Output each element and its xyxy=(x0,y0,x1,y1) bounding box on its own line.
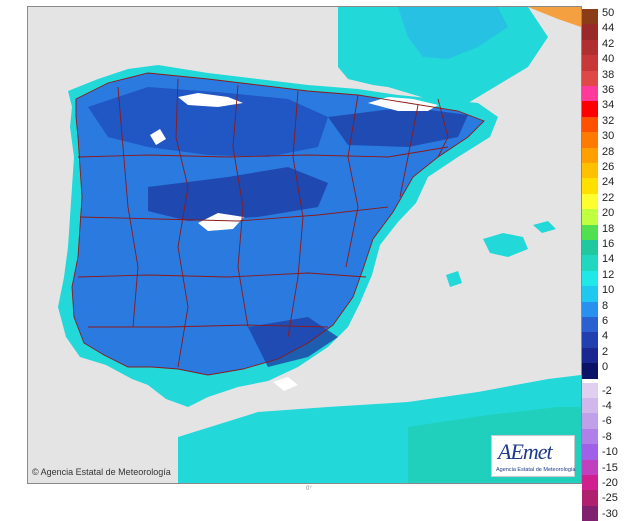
legend-label: -6 xyxy=(602,415,612,428)
pyrenees-zone xyxy=(328,107,468,147)
legend-swatch xyxy=(582,286,598,302)
copyright-notice: © Agencia Estatal de Meteorología xyxy=(32,467,171,477)
legend-label: 30 xyxy=(602,130,615,143)
temperature-map: © Agencia Estatal de Meteorología AEmet … xyxy=(27,6,582,484)
france-inner xyxy=(398,7,508,59)
legend-label: 28 xyxy=(602,145,615,158)
ibiza xyxy=(446,271,462,287)
legend-swatch xyxy=(582,444,598,460)
legend-label: 2 xyxy=(602,345,609,358)
legend-swatch xyxy=(582,255,598,271)
legend-swatch xyxy=(582,270,598,287)
legend-swatch xyxy=(582,132,598,148)
temperature-legend: 50 44 42 40 38 36 34 32 30 28 26 24 22 20 18 16 14 12 10 8 6… xyxy=(582,7,630,521)
legend-swatch xyxy=(582,24,598,40)
legend-label: 14 xyxy=(602,253,615,266)
legend-swatch xyxy=(582,86,598,102)
leon-peaks xyxy=(150,129,166,145)
legend-label: -20 xyxy=(602,477,618,489)
legend-swatch xyxy=(582,224,598,240)
legend-label: 42 xyxy=(602,37,615,50)
north-plateau xyxy=(88,87,328,157)
legend-swatch xyxy=(582,382,598,398)
legend-label: -15 xyxy=(602,461,618,474)
legend-label: 22 xyxy=(602,191,615,204)
legend-label: 16 xyxy=(602,238,615,250)
pyrenees-peaks xyxy=(368,97,438,111)
legend-label: 40 xyxy=(602,53,615,66)
legend-swatch xyxy=(582,413,598,429)
legend-label: 10 xyxy=(602,284,615,297)
legend-swatch xyxy=(582,209,598,225)
legend-swatch xyxy=(582,332,598,348)
legend-label: 4 xyxy=(602,330,609,343)
legend-label: 0 xyxy=(602,361,609,374)
legend-swatch xyxy=(582,163,598,179)
legend-swatch xyxy=(582,317,598,333)
aemet-logo-word: AEmet xyxy=(498,439,553,464)
legend-swatch xyxy=(582,398,598,414)
central-system xyxy=(148,167,328,221)
legend-swatch xyxy=(582,70,598,86)
mallorca xyxy=(483,233,528,257)
legend-swatch xyxy=(582,475,598,491)
legend-label: 8 xyxy=(602,299,609,312)
legend-label: 32 xyxy=(602,114,615,127)
map-canvas xyxy=(28,7,581,483)
france-warm-corner xyxy=(528,7,581,27)
legend-label: 34 xyxy=(602,99,615,112)
legend-swatch xyxy=(582,301,598,317)
legend-label: 26 xyxy=(602,161,615,173)
legend-label: -8 xyxy=(602,430,612,443)
legend-label: 24 xyxy=(602,176,615,189)
legend-swatch xyxy=(582,363,598,379)
legend-label: 36 xyxy=(602,84,615,96)
legend-swatch xyxy=(582,459,598,475)
legend-label: 12 xyxy=(602,268,615,281)
legend-swatch xyxy=(582,240,598,256)
legend-swatch xyxy=(582,428,598,445)
gredos-peaks xyxy=(198,213,244,231)
legend-label: -30 xyxy=(602,507,618,520)
legend-label: 6 xyxy=(602,315,609,327)
legend-label: 44 xyxy=(602,22,615,35)
legend-label: -25 xyxy=(602,492,618,505)
legend-swatch xyxy=(582,178,598,194)
aemet-logo-subtitle: Agencia Estatal de Meteorología xyxy=(496,467,576,473)
legend-label: -4 xyxy=(602,400,612,412)
legend-label: -10 xyxy=(602,446,618,459)
legend-swatch xyxy=(582,101,598,117)
legend-label: 20 xyxy=(602,207,615,220)
legend-swatch xyxy=(582,55,598,71)
legend-swatch xyxy=(582,490,598,506)
legend-label: 18 xyxy=(602,222,615,235)
province-borders xyxy=(71,72,485,376)
longitude-mark: 0° xyxy=(306,486,312,492)
legend-swatch xyxy=(582,116,598,133)
legend-swatch xyxy=(582,147,598,163)
menorca xyxy=(533,221,556,233)
sierra-nevada-zone xyxy=(248,317,338,367)
legend-swatch xyxy=(582,505,598,521)
legend-label: 38 xyxy=(602,68,615,81)
legend-swatch xyxy=(582,9,598,25)
legend-swatch xyxy=(582,347,598,364)
legend-swatch xyxy=(582,39,598,56)
sierra-nevada-peaks xyxy=(273,377,298,391)
legend-label: 50 xyxy=(602,7,615,19)
legend-label: -2 xyxy=(602,384,612,397)
legend-swatch xyxy=(582,193,598,210)
aemet-logo: AEmet Agencia Estatal de Meteorología xyxy=(491,435,576,477)
cantabrian-peaks xyxy=(178,93,243,107)
